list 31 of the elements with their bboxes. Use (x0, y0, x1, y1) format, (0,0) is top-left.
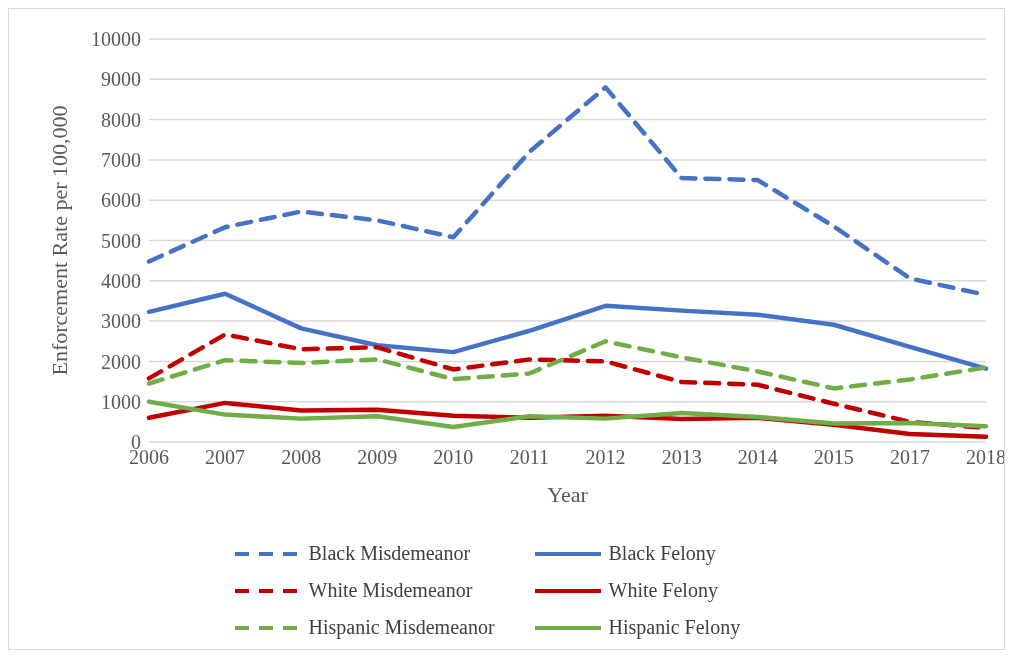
x-tick-label: 2009 (357, 446, 398, 469)
y-tick-label: 3000 (101, 310, 141, 333)
y-tick-label: 10000 (91, 28, 141, 51)
y-tick-label: 7000 (101, 149, 141, 171)
legend-label: White Felony (608, 579, 718, 602)
y-tick-label: 8000 (101, 108, 141, 131)
x-tick-label: 2010 (433, 446, 474, 469)
y-tick-label: 9000 (101, 68, 141, 91)
y-tick-label: 4000 (101, 269, 141, 292)
x-tick-label: 2012 (585, 446, 626, 469)
legend-label: Black Misdemeanor (308, 542, 471, 565)
y-tick-label: 1000 (101, 390, 141, 413)
x-tick-label: 2014 (737, 446, 778, 469)
legend-label: Hispanic Felony (608, 616, 741, 639)
legend-label: White Misdemeanor (308, 579, 473, 602)
x-tick-label: 2008 (281, 446, 322, 469)
line-series (146, 339, 989, 391)
x-tick-label: 2011 (509, 446, 550, 469)
y-tick-label: 5000 (101, 229, 141, 252)
legend-label: Black Felony (608, 542, 716, 565)
line-series (146, 399, 989, 430)
x-tick-label: 2013 (661, 446, 702, 469)
x-tick-label: 2017 (889, 446, 930, 469)
y-tick-label: 6000 (101, 189, 141, 212)
x-tick-label: 2015 (813, 446, 854, 469)
legend-label: Hispanic Misdemeanor (308, 616, 495, 639)
x-axis-title: Year (547, 482, 589, 507)
line-series (146, 291, 989, 371)
x-tick-label: 2007 (205, 446, 246, 469)
y-axis-title: Enforcement Rate per 100,000 (46, 105, 72, 376)
y-tick-label: 2000 (101, 350, 141, 373)
